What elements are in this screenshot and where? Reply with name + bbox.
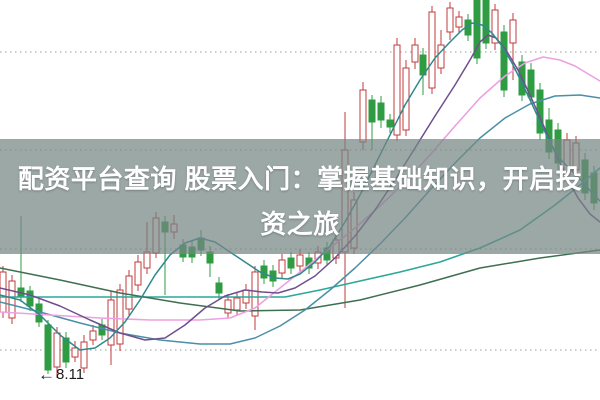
- candle-body: [26, 290, 34, 307]
- candle-body: [134, 261, 142, 286]
- candle-body: [473, 0, 481, 59]
- candle-body: [0, 271, 7, 313]
- candle-body: [428, 11, 436, 89]
- candle-body: [53, 332, 61, 368]
- candle-body: [386, 119, 394, 128]
- low-price-label: 8.11: [56, 366, 85, 383]
- candle-body: [116, 289, 124, 345]
- candle-body: [500, 31, 508, 91]
- candle-body: [233, 297, 241, 311]
- candle-body: [359, 89, 367, 143]
- candle-body: [80, 341, 88, 369]
- candle-body: [411, 44, 419, 63]
- candle-body: [377, 102, 385, 121]
- candle-body: [482, 0, 490, 44]
- candle-body: [368, 99, 376, 123]
- candle-body: [437, 44, 445, 69]
- candle-body: [296, 254, 304, 267]
- headline-text-line-2: 资之旅: [260, 208, 340, 239]
- ma-mid-blue: [0, 94, 600, 345]
- candle-body: [89, 330, 97, 341]
- candle-body: [125, 275, 133, 310]
- candle-body: [455, 16, 463, 28]
- candle-body: [143, 251, 151, 269]
- candle-body: [287, 257, 295, 269]
- candle-body: [446, 7, 454, 33]
- candle-body: [44, 324, 52, 371]
- headline-banner: 配资平台查询 股票入门：掌握基础知识，开启投 资之旅: [0, 139, 600, 254]
- candle-body: [62, 337, 70, 363]
- candle-body: [278, 259, 286, 274]
- headline-text-line-1: 配资平台查询 股票入门：掌握基础知识，开启投: [17, 163, 583, 194]
- arrow-left-icon: ←: [38, 365, 55, 384]
- candle-body: [107, 299, 115, 346]
- candle-body: [224, 299, 232, 314]
- candle-body: [509, 19, 517, 44]
- candle-body: [215, 282, 223, 294]
- candle-body: [491, 9, 499, 44]
- low-price-annotation: ← 8.11: [38, 366, 84, 383]
- candle-body: [393, 44, 401, 136]
- ma-slow-green: [0, 249, 600, 312]
- candle-body: [71, 347, 79, 358]
- candle-body: [251, 271, 259, 317]
